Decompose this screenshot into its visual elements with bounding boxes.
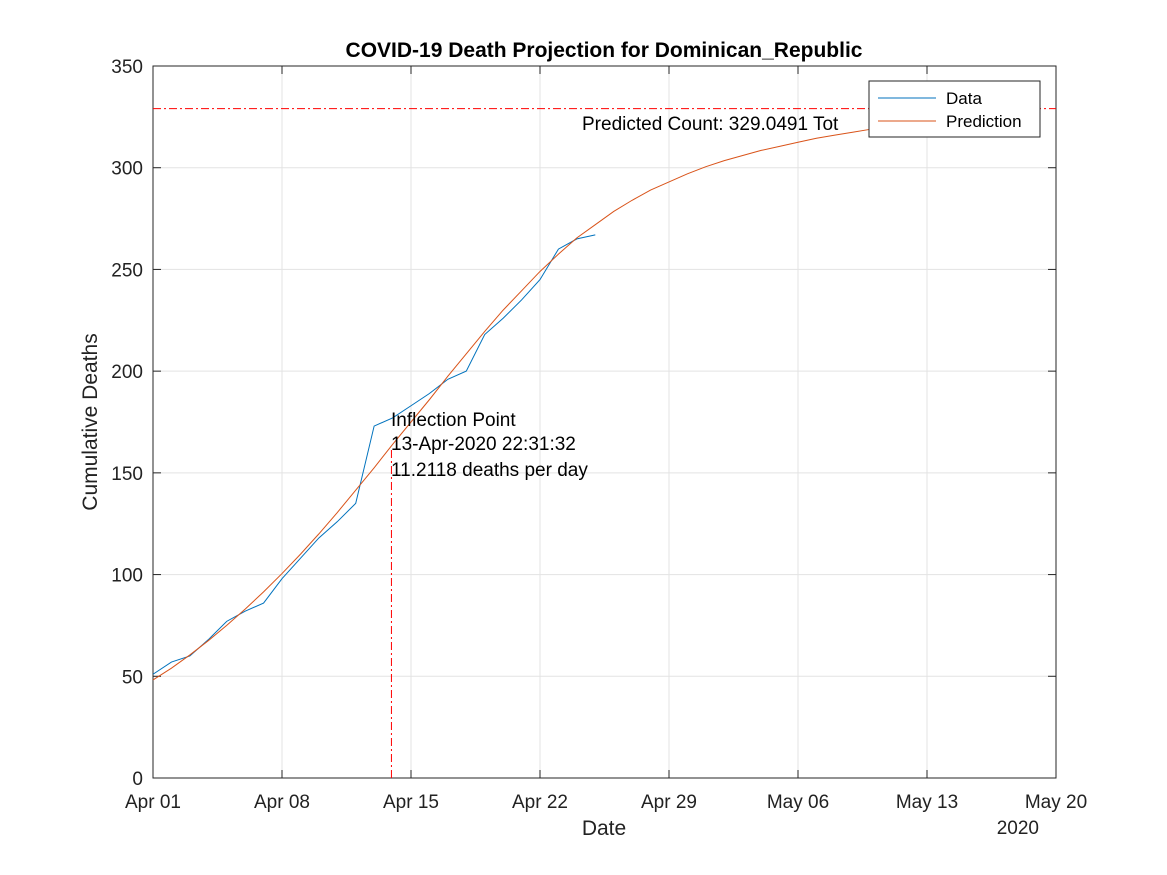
x-tick-label: Apr 22 — [512, 792, 568, 813]
plot-area-border — [152, 65, 1057, 779]
chart-title: COVID-19 Death Projection for Dominican_… — [346, 39, 863, 62]
predicted-count-label: Predicted Count: 329.0491 Tot — [582, 114, 839, 135]
y-tick-label: 200 — [111, 362, 143, 383]
y-tick-label: 250 — [111, 260, 143, 281]
legend: Data Prediction — [868, 80, 1041, 138]
series-line-data — [152, 234, 596, 675]
y-tick-label: 150 — [111, 464, 143, 485]
legend-label-data: Data — [946, 89, 982, 108]
series-line-prediction — [152, 122, 928, 681]
legend-box — [868, 80, 1041, 138]
axis-ticks — [152, 65, 1057, 779]
tick-labels: Apr 01 Apr 08 Apr 15 Apr 22 Apr 29 May 06 May … — [111, 57, 1087, 813]
y-tick-label: 100 — [111, 566, 143, 587]
x-tick-label: Apr 08 — [254, 792, 310, 813]
x-tick-label: Apr 15 — [383, 792, 439, 813]
x-tick-label: Apr 01 — [125, 792, 181, 813]
x-tick-label: May 20 — [1025, 792, 1087, 813]
grid-lines — [153, 66, 1056, 778]
y-tick-label: 300 — [111, 159, 143, 180]
y-tick-label: 0 — [132, 769, 143, 790]
inflection-point-date: 13-Apr-2020 22:31:32 — [391, 434, 576, 455]
legend-label-prediction: Prediction — [946, 112, 1022, 131]
x-axis-label: Date — [582, 817, 626, 840]
y-tick-label: 50 — [122, 667, 143, 688]
inflection-point-title: Inflection Point — [391, 410, 516, 431]
inflection-point-rate: 11.2118 deaths per day — [391, 460, 588, 481]
x-tick-label: May 06 — [767, 792, 829, 813]
series-lines — [152, 122, 928, 681]
reference-lines — [153, 108, 1056, 778]
y-axis-label: Cumulative Deaths — [79, 333, 102, 510]
x-tick-label: Apr 29 — [641, 792, 697, 813]
x-tick-label: May 13 — [896, 792, 958, 813]
y-tick-label: 350 — [111, 57, 143, 78]
x-axis-year-label: 2020 — [997, 818, 1039, 839]
